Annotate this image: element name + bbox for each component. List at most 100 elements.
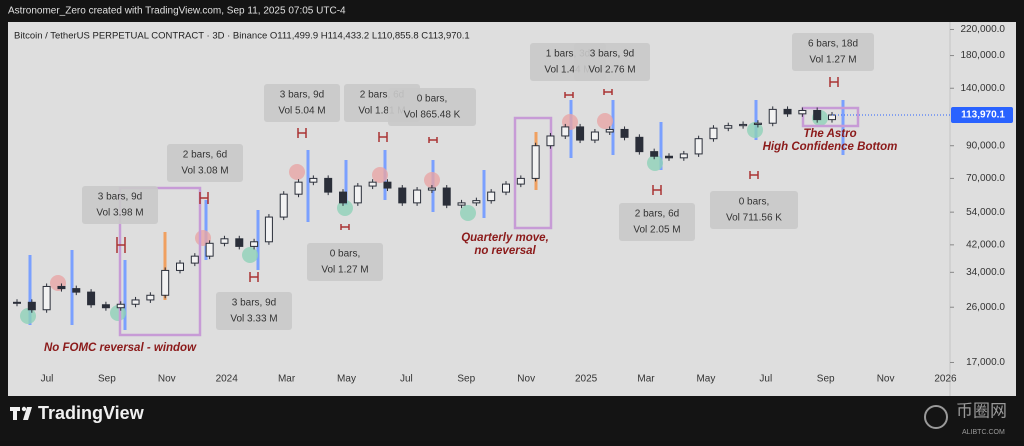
x-tick-label: Nov xyxy=(158,374,176,385)
candle xyxy=(546,135,555,147)
candle xyxy=(665,155,673,159)
symbol-line: Bitcoin / TetherUS PERPETUAL CONTRACT · … xyxy=(14,31,470,42)
watermark-sub: ALIBTC.COM xyxy=(962,429,1005,436)
annotation-box xyxy=(619,203,695,241)
candle xyxy=(87,291,96,306)
annotation-text: 0 bars, xyxy=(739,197,770,208)
x-tick-label: Sep xyxy=(98,374,116,385)
candle xyxy=(27,301,36,311)
annotation-text: 2 bars, 6d xyxy=(635,209,679,220)
event-circle xyxy=(242,247,258,263)
last-price-label: 113,970.1 xyxy=(961,110,1005,121)
candle xyxy=(635,136,644,153)
event-circle xyxy=(110,305,126,321)
candle xyxy=(620,128,629,138)
candle xyxy=(739,123,748,127)
annotation-box xyxy=(264,84,340,122)
event-circle xyxy=(289,164,305,180)
y-tick-label: 140,000.0 xyxy=(961,83,1006,94)
candle xyxy=(472,200,481,204)
x-tick-label: Jul xyxy=(759,374,772,385)
chart-panel xyxy=(8,22,1016,396)
annotation-text: Vol 1.81 M xyxy=(358,106,405,117)
candle xyxy=(205,242,214,257)
y-tick-label: 34,000.0 xyxy=(966,267,1005,278)
note-text: No FOMC reversal - window xyxy=(44,342,197,354)
x-tick-label: 2026 xyxy=(934,374,957,385)
annotation-text: Vol 865.48 K xyxy=(404,110,461,121)
event-circle xyxy=(20,308,36,324)
candle xyxy=(813,109,822,121)
candle xyxy=(131,299,140,305)
annotation-box xyxy=(710,191,798,229)
annotation-text: Vol 1.27 M xyxy=(809,55,856,66)
annotation-text: Vol 2.05 M xyxy=(633,225,680,236)
candle xyxy=(798,109,807,115)
annotation-text: Vol 2.76 M xyxy=(588,65,635,76)
annotation-text: 2 bars, 6d xyxy=(360,90,404,101)
candles xyxy=(13,106,836,313)
annotation-text: Vol 3.08 M xyxy=(181,166,228,177)
annotation-text: 1 bars, 3d xyxy=(546,49,590,60)
candle xyxy=(487,191,496,202)
x-tick-label: May xyxy=(337,374,356,385)
candle xyxy=(339,191,347,204)
note-text: The Astro xyxy=(803,128,856,140)
candle xyxy=(398,187,407,204)
candle xyxy=(161,269,170,296)
event-circle xyxy=(562,114,578,130)
candle xyxy=(383,181,392,189)
last-price-tag xyxy=(951,107,1013,124)
candle xyxy=(368,181,377,187)
candle xyxy=(309,177,318,183)
event-circle xyxy=(460,205,476,221)
event-circle xyxy=(747,122,763,138)
x-tick-label: 2024 xyxy=(216,374,239,385)
event-circle xyxy=(337,200,353,216)
annotation-text: Vol 3.33 M xyxy=(230,314,277,325)
annotation-text: Vol 1.27 M xyxy=(321,265,368,276)
y-tick-label: 90,000.0 xyxy=(966,140,1005,151)
event-circle xyxy=(372,167,388,183)
logo-part xyxy=(13,407,17,420)
brand: TradingView xyxy=(38,403,145,423)
candle xyxy=(13,301,21,304)
annotation-box xyxy=(792,33,874,71)
logo-part xyxy=(23,407,32,420)
credit: Astronomer_Zero created with TradingView… xyxy=(8,6,346,17)
candle xyxy=(146,294,155,301)
candle xyxy=(650,151,659,157)
event-circle xyxy=(647,155,663,171)
annotation-text: Vol 3.98 M xyxy=(96,208,143,219)
x-tick-label: Jul xyxy=(400,374,413,385)
annotation-text: Vol 711.56 K xyxy=(726,213,782,224)
candle xyxy=(294,181,303,195)
annotation-box xyxy=(307,243,383,281)
y-tick-label: 17,000.0 xyxy=(966,357,1005,368)
candle xyxy=(502,183,510,193)
y-tick-label: 54,000.0 xyxy=(966,207,1005,218)
annotation-text: 0 bars, xyxy=(417,94,448,105)
annotation-text: 0 bars, xyxy=(330,249,361,260)
candle xyxy=(590,131,599,141)
candle xyxy=(235,238,244,247)
candle xyxy=(442,187,451,206)
annotation-box xyxy=(216,292,292,330)
note-text: no reversal xyxy=(474,245,536,257)
x-tick-label: Nov xyxy=(877,374,895,385)
annotation-text: Vol 5.04 M xyxy=(278,106,325,117)
candle xyxy=(116,303,125,309)
watermark-icon xyxy=(924,405,948,429)
candle xyxy=(57,285,66,290)
y-tick-label: 180,000.0 xyxy=(961,50,1006,61)
highlight-box xyxy=(801,106,860,128)
candle xyxy=(828,114,836,121)
annotation-box xyxy=(388,88,476,126)
annotation-text: 3 bars, 9d xyxy=(590,49,634,60)
annotation-text: 3 bars, 9d xyxy=(232,298,276,309)
candle xyxy=(324,177,333,193)
candle xyxy=(768,108,777,124)
candle xyxy=(176,262,184,271)
annotation-box xyxy=(167,144,243,182)
candle xyxy=(753,122,762,125)
